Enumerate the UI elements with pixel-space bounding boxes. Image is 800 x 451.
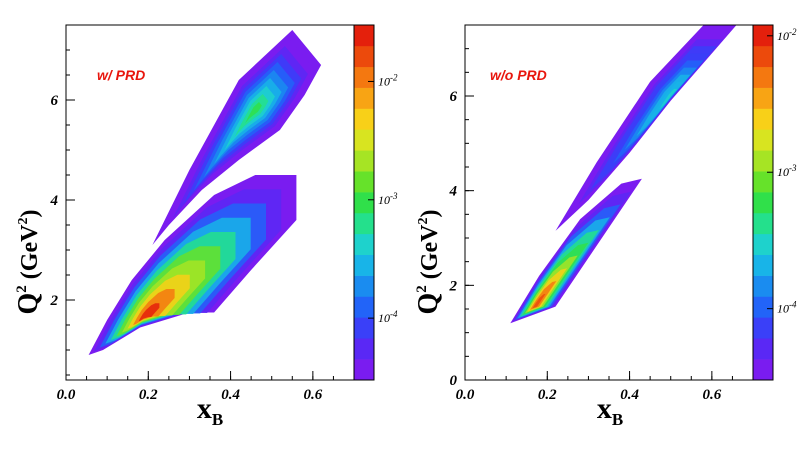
right-colorbar-segment (753, 359, 773, 381)
right-colorbar-segment (753, 275, 773, 297)
left-x-tick-label: 0.2 (139, 387, 158, 403)
right-colorbar-segment (753, 296, 773, 318)
left-colorbar-segment (354, 338, 374, 360)
right-y-axis-title-close: ) (417, 210, 443, 218)
right-colorbar-segment (753, 25, 773, 47)
right-density-contour (532, 293, 546, 309)
right-colorbar-segment (753, 212, 773, 235)
right-colorbar-segment (753, 317, 773, 339)
right-x-tick-label: 0.2 (538, 387, 557, 403)
right-colorbar-segment (753, 129, 773, 151)
left-x-axis-title: xB (197, 392, 223, 429)
left-y-axis-title-main: Q (13, 293, 44, 315)
right-colorbar-tick-label: 10-3 (777, 163, 797, 179)
right-x-axis-title: xB (597, 392, 623, 429)
right-colorbar-frame (752, 24, 774, 381)
left-panel: 0.0 0.2 0.4 0.6 2 4 6 w/ PRD 10-4 10-3 10-2 xB Q… (13, 24, 398, 429)
right-y-axis-title: Q2 (GeV2) (413, 210, 444, 315)
right-colorbar-segment (753, 108, 773, 130)
right-colorbar: 10-4 10-3 10-2 (752, 24, 797, 381)
right-density-contour (659, 88, 678, 110)
left-colorbar-segment (354, 150, 374, 172)
right-colorbar-segment (753, 254, 773, 276)
left-colorbar-segment (354, 296, 374, 318)
left-colorbar-segment (354, 254, 374, 276)
right-region-upper-band (555, 25, 737, 231)
left-y-axis-title-close: ) (17, 210, 43, 218)
left-density-contour (245, 102, 262, 124)
left-colorbar-segment (354, 45, 374, 68)
left-annotation: w/ PRD (97, 67, 145, 83)
left-y-axis-title: Q2 (GeV2) (13, 210, 44, 315)
left-colorbar-segment (354, 129, 374, 151)
left-colorbar-frame (353, 24, 375, 381)
left-colorbar-segment (354, 212, 374, 235)
left-y-axis-title-unit-sup: 2 (16, 218, 31, 225)
left-heatmap (88, 30, 322, 355)
right-colorbar-segment (753, 45, 773, 68)
right-colorbar-segment (753, 87, 773, 109)
right-colorbar-segment (753, 192, 773, 214)
left-colorbar-segment (354, 108, 374, 130)
left-region-upper-band (152, 30, 322, 245)
left-density-contour (138, 303, 160, 322)
right-colorbar-segment (753, 150, 773, 172)
left-x-tick-label: 0.4 (221, 387, 240, 403)
right-y-tick-label: 2 (449, 278, 458, 294)
left-x-tick-label: 0.0 (57, 387, 76, 403)
left-colorbar-tick-label: 10-2 (378, 72, 398, 88)
right-colorbar-segment (753, 171, 773, 193)
right-annotation: w/o PRD (490, 67, 547, 83)
right-y-axis-title-unit-sup: 2 (416, 218, 431, 225)
right-colorbar-segment (753, 66, 773, 88)
left-y-tick-label: 4 (50, 193, 59, 209)
left-x-tick-label: 0.6 (303, 387, 322, 403)
left-colorbar-segment (354, 275, 374, 297)
left-y-tick-label: 2 (50, 293, 59, 309)
right-x-axis-title-sub: B (612, 410, 623, 429)
right-colorbar-tick-label: 10-4 (777, 300, 797, 316)
right-colorbar-tick-label: 10-2 (777, 27, 797, 43)
left-colorbar-tick-label: 10-3 (378, 191, 398, 207)
left-colorbar-segment (354, 66, 374, 88)
left-y-axis-title-sup: 2 (14, 285, 30, 293)
right-colorbar-segment (753, 338, 773, 360)
right-axis-ticks: 0.0 0.2 0.4 0.6 0 2 4 6 (449, 24, 754, 403)
right-x-axis-title-main: x (597, 392, 612, 425)
left-colorbar: 10-4 10-3 10-2 (353, 24, 398, 381)
right-y-tick-label: 6 (450, 89, 458, 105)
right-heatmap (510, 25, 737, 324)
right-region-lower-band (510, 178, 642, 324)
left-y-tick-label: 6 (51, 93, 59, 109)
right-y-tick-label: 4 (449, 184, 458, 200)
left-axis-ticks: 0.0 0.2 0.4 0.6 2 4 6 (50, 24, 355, 403)
left-colorbar-segment (354, 317, 374, 339)
right-x-tick-label: 0.4 (620, 387, 639, 403)
right-y-tick-label: 0 (450, 373, 458, 389)
right-panel: 0.0 0.2 0.4 0.6 0 2 4 6 w/o PRD 10-4 10-3 10-2 xB… (413, 24, 797, 429)
left-colorbar-tick-label: 10-4 (378, 309, 398, 325)
left-colorbar-segment (354, 87, 374, 109)
right-x-tick-label: 0.0 (456, 387, 475, 403)
right-y-axis-title-main: Q (413, 293, 444, 315)
left-x-axis-title-sub: B (212, 410, 223, 429)
left-colorbar-segment (354, 25, 374, 47)
right-y-axis-title-sup: 2 (414, 285, 430, 293)
left-x-axis-title-main: x (197, 392, 212, 425)
right-y-axis-title-rest: (GeV (417, 224, 443, 285)
left-y-axis-title-rest: (GeV (17, 224, 43, 285)
left-colorbar-segment (354, 359, 374, 381)
right-x-tick-label: 0.6 (702, 387, 721, 403)
left-region-lower-band (88, 175, 297, 355)
left-colorbar-segment (354, 171, 374, 193)
left-colorbar-segment (354, 192, 374, 214)
left-colorbar-segment (354, 233, 374, 256)
right-colorbar-segment (753, 233, 773, 256)
